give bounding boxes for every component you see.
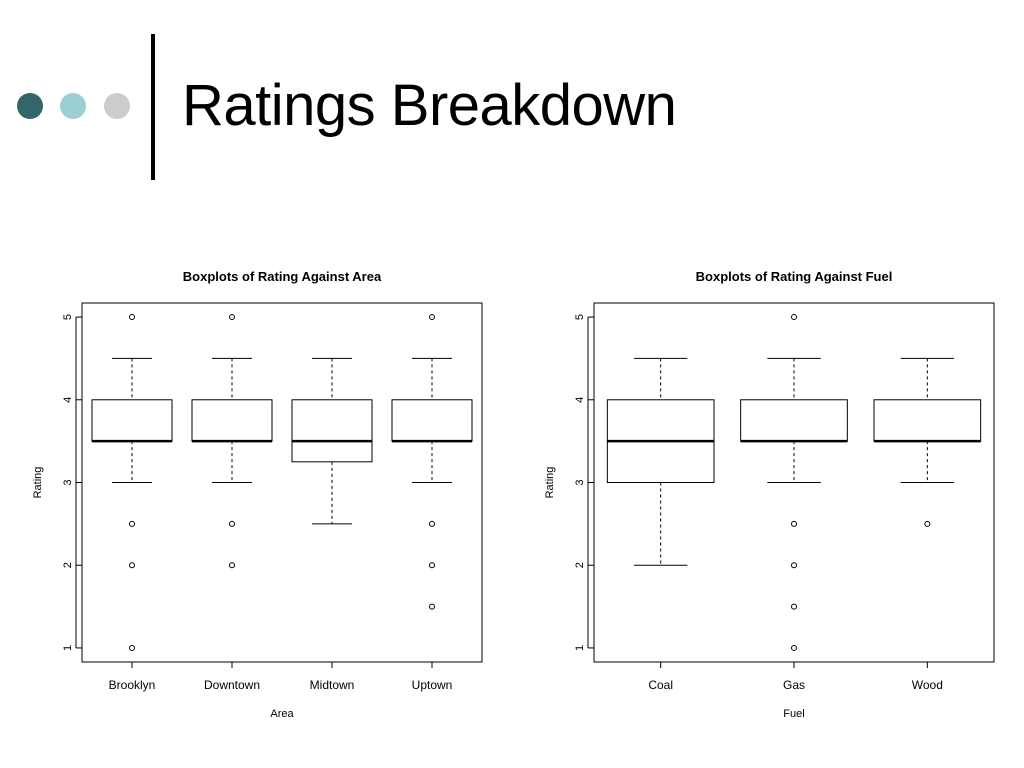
outlier-point <box>791 314 797 321</box>
outlier-point <box>429 603 435 610</box>
outlier-point <box>791 644 797 651</box>
x-axis-label: Fuel <box>783 708 804 720</box>
y-tick-label: 2 <box>574 562 586 568</box>
boxplot-fuel-chart: Boxplots of Rating Against Fuel 1 2 3 4 5 Rati… <box>544 269 995 720</box>
y-tick-label: 3 <box>574 479 586 485</box>
x-tick-label: Uptown <box>412 678 453 692</box>
outlier-point <box>129 562 135 569</box>
outlier-point <box>429 562 435 569</box>
slide-title: Ratings Breakdown <box>182 73 677 138</box>
outlier-point <box>791 562 797 569</box>
y-tick-label: 4 <box>574 397 586 403</box>
x-axis-label: Area <box>270 708 294 720</box>
outlier-point <box>791 520 797 527</box>
outlier-point <box>129 520 135 527</box>
bullet-dot-1 <box>17 93 43 119</box>
bullet-dot-3 <box>104 93 130 119</box>
y-tick-label: 1 <box>62 645 74 651</box>
box <box>740 399 848 442</box>
outlier-point <box>129 314 135 321</box>
outlier-point <box>429 314 435 321</box>
y-axis-label: Rating <box>32 467 44 499</box>
y-tick-label: 5 <box>574 314 586 320</box>
x-tick-label: Wood <box>912 678 943 692</box>
y-tick-label: 5 <box>62 314 74 320</box>
outlier-point <box>429 520 435 527</box>
box <box>391 399 473 442</box>
chart-title: Boxplots of Rating Against Area <box>183 269 382 284</box>
outlier-point <box>924 520 931 527</box>
x-tick-label: Gas <box>783 678 805 692</box>
x-tick-label: Brooklyn <box>109 678 156 692</box>
boxplot-area-chart: Boxplots of Rating Against Area 1 2 3 4 5 Rati… <box>32 269 483 720</box>
outlier-point <box>229 562 235 569</box>
box <box>291 399 373 463</box>
outlier-point <box>229 314 235 321</box>
box <box>873 399 982 442</box>
y-tick-label: 3 <box>62 479 74 485</box>
title-divider <box>151 34 155 180</box>
chart-title: Boxplots of Rating Against Fuel <box>696 269 893 284</box>
outlier-point <box>791 603 797 610</box>
bullet-dot-2 <box>60 93 86 119</box>
outlier-point <box>229 520 235 527</box>
y-tick-label: 1 <box>574 645 586 651</box>
box <box>91 399 173 442</box>
y-axis-label: Rating <box>544 467 556 499</box>
x-tick-label: Coal <box>648 678 673 692</box>
x-tick-label: Midtown <box>310 678 355 692</box>
y-tick-label: 2 <box>62 562 74 568</box>
y-tick-label: 4 <box>62 397 74 403</box>
box <box>191 399 273 442</box>
x-tick-label: Downtown <box>204 678 260 692</box>
outlier-point <box>129 644 135 651</box>
